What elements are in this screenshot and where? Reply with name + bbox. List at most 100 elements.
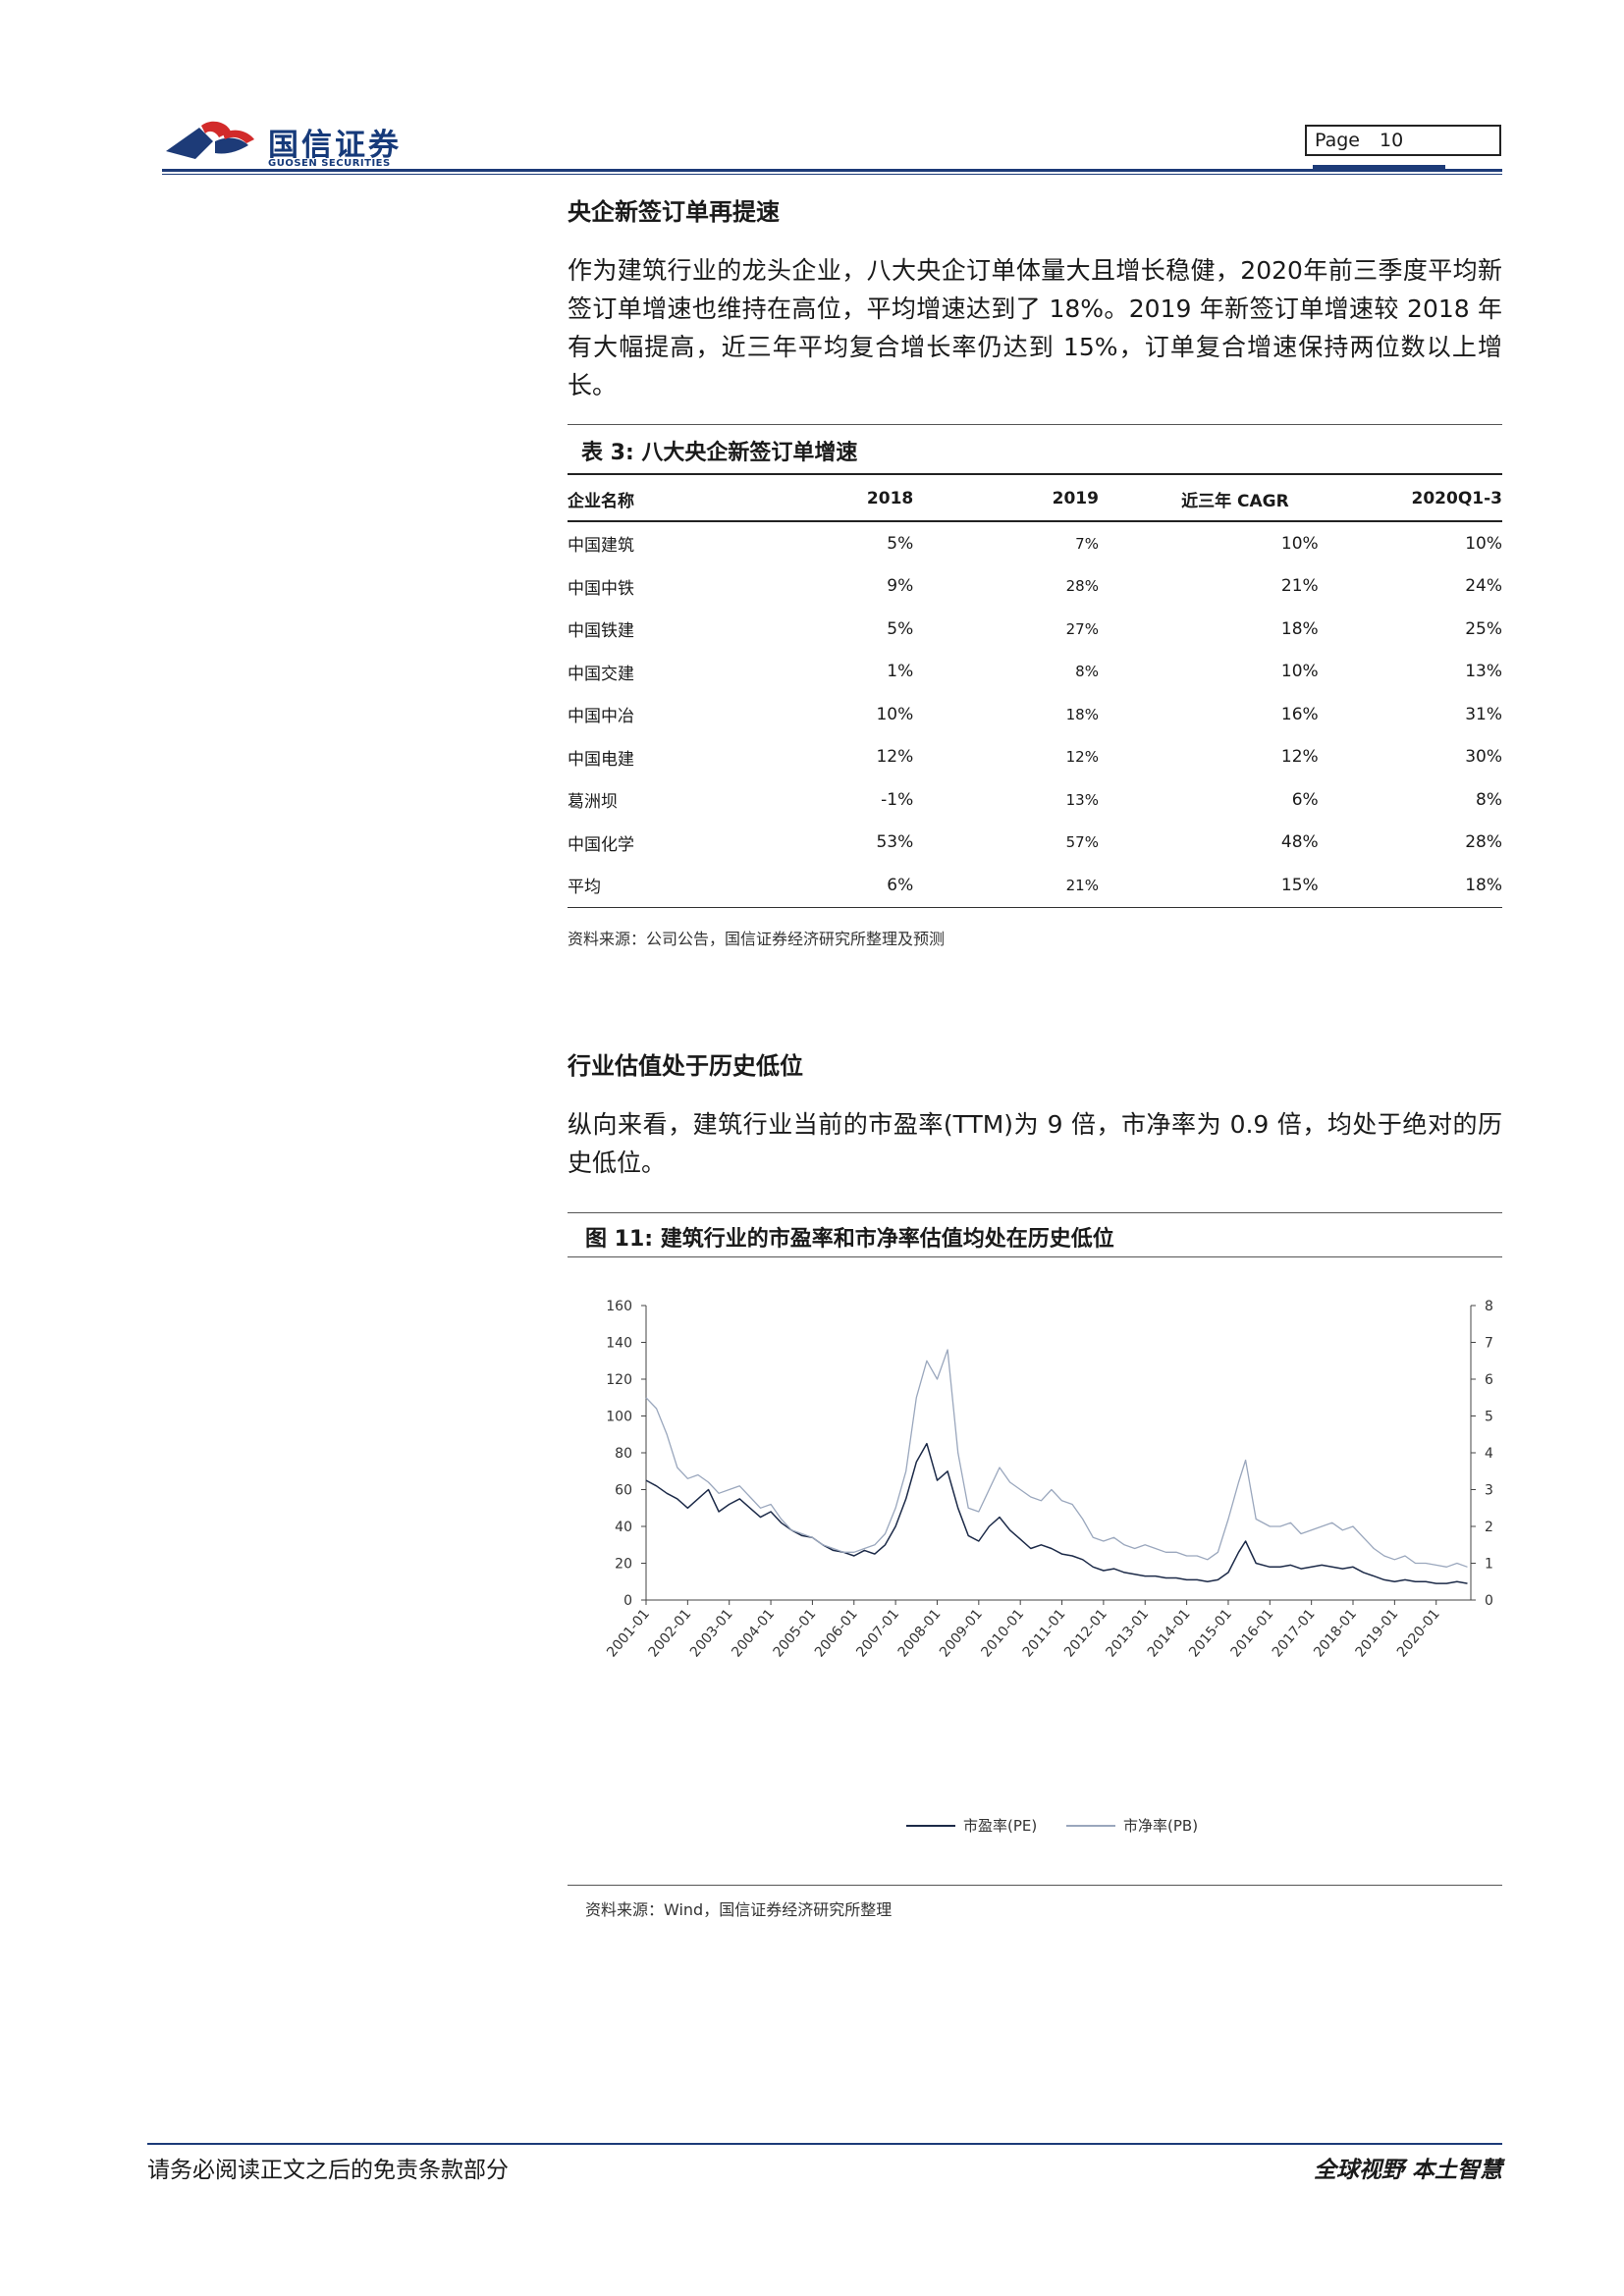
footer-disclaimer: 请务必阅读正文之后的免责条款部分 (147, 2158, 509, 2183)
growth-value-cell: 5% (887, 533, 914, 554)
y-left-tick-label: 140 (606, 1336, 632, 1352)
growth-value-cell: 8% (1476, 789, 1502, 810)
y-right-tick-label: 0 (1485, 1593, 1493, 1609)
company-name-cell: 中国电建 (568, 749, 634, 770)
growth-value-cell: 10% (1280, 662, 1319, 682)
x-tick-label: 2004-01 (729, 1606, 778, 1660)
y-right-tick-label: 8 (1485, 1299, 1493, 1314)
growth-value-cell: 16% (1280, 704, 1319, 724)
x-tick-label: 2020-01 (1394, 1606, 1443, 1660)
guosen-logo: 国信证券 GUOSEN SECURITIES (162, 116, 417, 173)
growth-value-cell: 21% (1280, 576, 1319, 597)
table-header-cell: 企业名称 (568, 477, 747, 522)
table-header-cell: 2019 (913, 477, 1099, 522)
header-divider-thin (162, 174, 1502, 175)
section-heading-orders: 央企新签订单再提速 (568, 198, 780, 226)
growth-value-cell: 21% (913, 864, 1099, 908)
growth-value-cell: 53% (876, 832, 914, 853)
company-name-cell: 葛洲坝 (568, 792, 618, 813)
growth-value-cell: 57% (913, 822, 1099, 865)
growth-value-cell: 6% (1291, 789, 1319, 810)
growth-value-text: 13% (1065, 790, 1099, 809)
y-right-tick-label: 6 (1485, 1372, 1493, 1388)
table-header-row: 企业名称 2018 2019 近三年 CAGR 2020Q1-3 (568, 477, 1502, 522)
y-left-tick-label: 100 (606, 1410, 632, 1425)
table-row: 中国建筑 5% 7% 10% 10% (568, 521, 1502, 565)
pe-pb-line-chart: 0204060801001201401600123456782001-01200… (604, 1299, 1493, 1835)
y-right-tick-label: 7 (1485, 1336, 1493, 1352)
growth-value-cell: 13% (1465, 662, 1502, 682)
x-tick-label: 2016-01 (1228, 1606, 1277, 1660)
figure-source-note: 资料来源：Wind，国信证券经济研究所整理 (585, 1900, 893, 1919)
table-header-cell: 2018 (746, 477, 914, 522)
growth-value-cell: 12% (876, 747, 914, 768)
y-right-tick-label: 4 (1485, 1446, 1493, 1462)
growth-value-cell: 27% (913, 608, 1099, 651)
x-tick-label: 2008-01 (895, 1606, 945, 1660)
section-paragraph-orders: 作为建筑行业的龙头企业，八大央企订单体量大且增长稳健，2020年前三季度平均新签… (568, 256, 1502, 400)
growth-value-cell: 18% (1280, 618, 1319, 639)
table-row: 中国化学 53% 57% 48% 28% (568, 822, 1502, 865)
y-left-tick-label: 80 (615, 1446, 632, 1462)
y-right-tick-label: 3 (1485, 1483, 1493, 1499)
company-name-cell: 中国化学 (568, 834, 634, 855)
growth-value-cell: 15% (1098, 864, 1319, 908)
table-row: 中国中铁 9% 28% 21% 24% (568, 565, 1502, 609)
growth-value-cell: 7% (913, 521, 1099, 565)
growth-value-cell: 18% (913, 693, 1099, 736)
table-title: 表 3: 八大央企新签订单增速 (568, 424, 1502, 475)
x-tick-label: 2003-01 (687, 1606, 736, 1660)
page-tab-accent (1313, 165, 1445, 169)
section-paragraph-valuation: 纵向来看，建筑行业当前的市盈率(TTM)为 9 倍，市净率为 0.9 倍，均处于… (568, 1110, 1502, 1177)
section-heading-valuation: 行业估值处于历史低位 (568, 1052, 803, 1080)
x-tick-label: 2002-01 (646, 1606, 695, 1660)
x-tick-label: 2018-01 (1311, 1606, 1360, 1660)
y-left-tick-label: 20 (615, 1557, 632, 1573)
table-row: 中国交建 1% 8% 10% 13% (568, 651, 1502, 694)
company-name-cell: 中国中冶 (568, 707, 634, 727)
company-name-cell: 中国交建 (568, 664, 634, 684)
x-tick-label: 2011-01 (1020, 1606, 1069, 1660)
logo-chinese-name: 国信证券 (268, 128, 402, 163)
growth-value-cell: 28% (1465, 832, 1502, 853)
growth-value-text: 7% (1075, 534, 1099, 553)
growth-value-cell: 10% (1280, 533, 1319, 554)
header-divider (162, 169, 1502, 172)
growth-value-cell: 12% (1280, 747, 1319, 768)
growth-value-cell: 6% (746, 864, 914, 908)
logo-mark-icon (166, 121, 254, 159)
y-right-tick-label: 2 (1485, 1520, 1493, 1535)
growth-value-text: 27% (1065, 619, 1099, 638)
pe-series-line (645, 1442, 1468, 1584)
legend-pb-label: 市净率(PB) (1123, 1817, 1198, 1835)
growth-value-cell: 5% (887, 618, 914, 639)
growth-value-cell: 10% (1465, 533, 1502, 554)
growth-value-cell: 13% (913, 778, 1099, 822)
x-tick-label: 2009-01 (937, 1606, 986, 1660)
growth-value-cell: 18% (1318, 864, 1502, 908)
table-source-note: 资料来源：公司公告，国信证券经济研究所整理及预测 (568, 930, 946, 948)
y-left-tick-label: 120 (606, 1372, 632, 1388)
x-tick-label: 2010-01 (978, 1606, 1027, 1660)
x-tick-label: 2005-01 (771, 1606, 820, 1660)
y-left-tick-label: 60 (615, 1483, 632, 1499)
growth-value-text: 21% (1065, 876, 1099, 894)
growth-value-cell: 24% (1465, 576, 1502, 597)
table-header-cell: 近三年 CAGR (1098, 477, 1319, 522)
x-tick-label: 2001-01 (604, 1606, 653, 1660)
growth-value-cell: 31% (1465, 704, 1502, 724)
table-header-cell: 2020Q1-3 (1318, 477, 1502, 522)
growth-value-cell: 1% (887, 662, 914, 682)
growth-value-text: 8% (1075, 663, 1099, 681)
growth-value-text: 18% (1065, 705, 1099, 723)
growth-value-cell: 8% (913, 651, 1099, 694)
legend-pe-label: 市盈率(PE) (963, 1817, 1037, 1835)
page-number: 10 (1380, 130, 1404, 151)
x-tick-label: 2006-01 (812, 1606, 861, 1660)
growth-value-text: 57% (1065, 833, 1099, 852)
table-row: 葛洲坝 -1% 13% 6% 8% (568, 778, 1502, 822)
company-name-cell: 中国中铁 (568, 578, 634, 599)
y-left-tick-label: 160 (606, 1299, 632, 1314)
figure-divider (568, 1885, 1502, 1886)
company-name-cell: 中国建筑 (568, 536, 634, 557)
